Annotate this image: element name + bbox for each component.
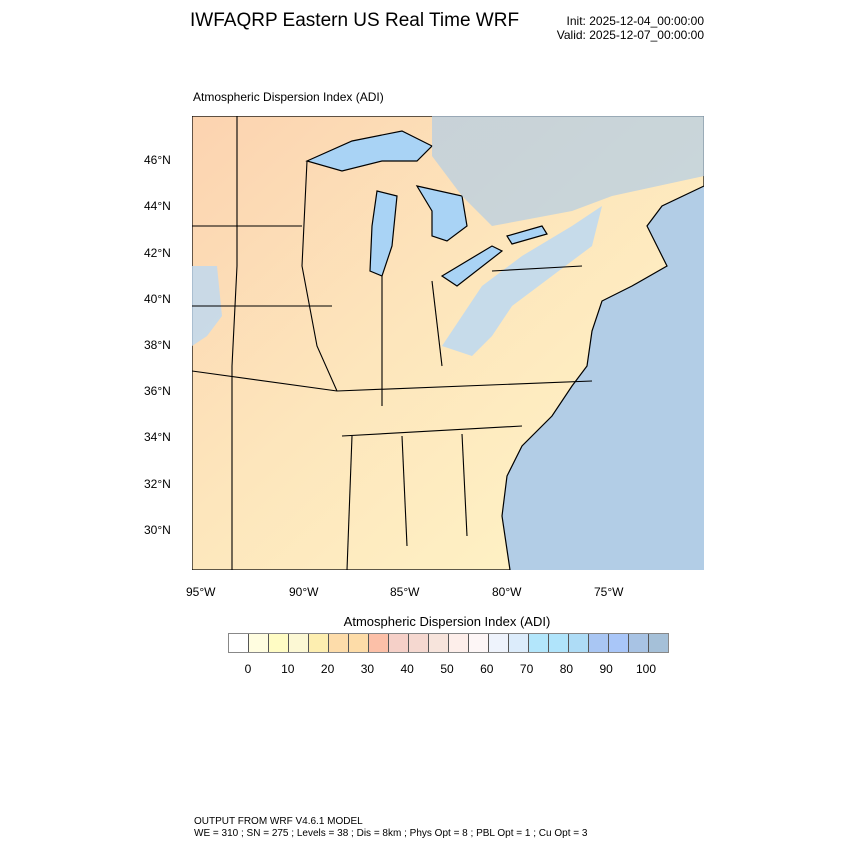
colorbar-box	[609, 634, 629, 652]
colorbar-box	[449, 634, 469, 652]
init-time: Init: 2025-12-04_00:00:00	[566, 14, 704, 28]
colorbar-box	[649, 634, 668, 652]
colorbar-box	[309, 634, 329, 652]
colorbar	[228, 633, 669, 653]
colorbar-box	[429, 634, 449, 652]
canada-land	[432, 116, 704, 226]
colorbar-label: 30	[360, 662, 375, 676]
colorbar-title: Atmospheric Dispersion Index (ADI)	[343, 614, 551, 629]
colorbar-label: 90	[599, 662, 613, 676]
colorbar-box	[569, 634, 589, 652]
colorbar-label: 70	[519, 662, 534, 676]
lat-tick-label: 38°N	[144, 338, 171, 352]
lon-tick-label: 75°W	[594, 585, 624, 599]
colorbar-box	[389, 634, 409, 652]
colorbar-label: 10	[281, 662, 295, 676]
colorbar-label: 50	[440, 662, 454, 676]
colorbar-box	[509, 634, 529, 652]
lat-tick-label: 40°N	[144, 292, 171, 306]
colorbar-label: 40	[400, 662, 414, 676]
colorbar-label: 80	[559, 662, 574, 676]
lat-tick-label: 34°N	[144, 430, 171, 444]
colorbar-label: 60	[480, 662, 494, 676]
footer-model: OUTPUT FROM WRF V4.6.1 MODEL	[194, 816, 363, 827]
lat-tick-label: 32°N	[144, 477, 171, 491]
colorbar-box	[269, 634, 289, 652]
valid-time: Valid: 2025-12-07_00:00:00	[556, 28, 704, 42]
lake-ontario	[506, 225, 548, 245]
lake-erie	[440, 245, 504, 287]
colorbar-box	[589, 634, 609, 652]
colorbar-box	[629, 634, 649, 652]
colorbar-box	[329, 634, 349, 652]
colorbar-box	[409, 634, 429, 652]
adi-map	[192, 116, 704, 570]
colorbar-box	[549, 634, 569, 652]
lon-tick-label: 95°W	[186, 585, 216, 599]
colorbar-box	[489, 634, 509, 652]
colorbar-label: 100	[635, 662, 657, 676]
lake-superior	[305, 130, 434, 172]
colorbar-box	[469, 634, 489, 652]
lat-tick-label: 44°N	[144, 199, 171, 213]
colorbar-box	[369, 634, 389, 652]
lat-tick-label: 36°N	[144, 384, 171, 398]
footer-config: WE = 310 ; SN = 275 ; Levels = 38 ; Dis …	[194, 828, 588, 839]
lat-tick-label: 46°N	[144, 153, 171, 167]
blue-region-northeast	[442, 206, 602, 356]
colorbar-box	[229, 634, 249, 652]
lat-tick-label: 30°N	[144, 523, 171, 537]
colorbar-label: 20	[320, 662, 335, 676]
lat-tick-label: 42°N	[144, 246, 171, 260]
plot-title: IWFAQRP Eastern US Real Time WRF	[190, 10, 520, 31]
colorbar-label: 0	[244, 662, 252, 676]
colorbar-box	[529, 634, 549, 652]
lon-tick-label: 85°W	[390, 585, 420, 599]
map-subtitle: Atmospheric Dispersion Index (ADI)	[193, 90, 384, 104]
lon-tick-label: 90°W	[289, 585, 319, 599]
lon-tick-label: 80°W	[492, 585, 522, 599]
state-borders	[192, 116, 593, 570]
colorbar-box	[349, 634, 369, 652]
colorbar-box	[249, 634, 269, 652]
colorbar-box	[289, 634, 309, 652]
